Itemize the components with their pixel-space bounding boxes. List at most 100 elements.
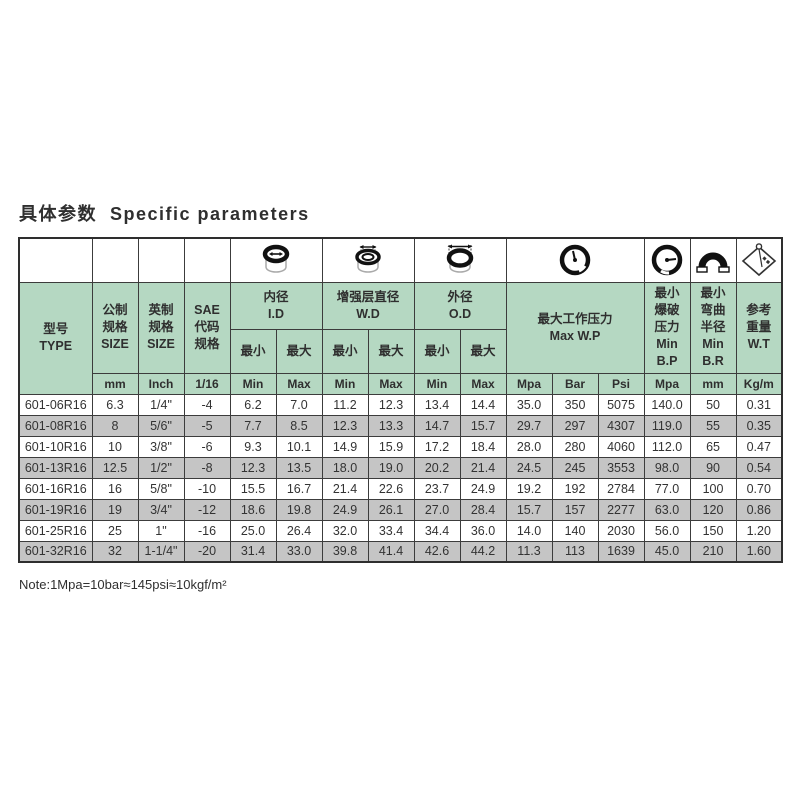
header-group-row: 型号 TYPE 公制 规格 SIZE 英制 规格 SIZE SAE 代码 规格 …	[18, 281, 783, 395]
value-cell: 1"	[137, 519, 185, 542]
value-cell: 10.1	[275, 435, 323, 458]
value-cell: 19.2	[505, 477, 553, 500]
header-min: 最小	[413, 328, 461, 374]
value-cell: 4060	[597, 435, 645, 458]
value-cell: 63.0	[643, 498, 691, 521]
unit-cell: mm	[91, 372, 139, 395]
value-cell: -12	[183, 498, 231, 521]
header-imperial-size: 英制 规格 SIZE	[137, 281, 185, 374]
header-reinforce-diameter: 增强层直径 W.D	[321, 281, 415, 330]
reinforce-diameter-icon	[355, 245, 381, 273]
value-cell: 56.0	[643, 519, 691, 542]
value-cell: 16	[91, 477, 139, 500]
burst-pressure-gauge-icon	[651, 245, 683, 276]
value-cell: 1-1/4"	[137, 540, 185, 563]
value-cell: 12.3	[367, 393, 415, 416]
value-cell: 1/2"	[137, 456, 185, 479]
value-cell: 140	[551, 519, 599, 542]
unit-cell: Max	[367, 372, 415, 395]
value-cell: 8.5	[275, 414, 323, 437]
value-cell: 28.4	[459, 498, 507, 521]
value-cell: 3553	[597, 456, 645, 479]
value-cell: 5075	[597, 393, 645, 416]
value-cell: 15.5	[229, 477, 277, 500]
value-cell: 7.0	[275, 393, 323, 416]
value-cell: 0.70	[735, 477, 783, 500]
header-metric-size: 公制 规格 SIZE	[91, 281, 139, 374]
value-cell: 2277	[597, 498, 645, 521]
value-cell: 13.3	[367, 414, 415, 437]
value-cell: 32.0	[321, 519, 369, 542]
value-cell: 33.0	[275, 540, 323, 563]
value-cell: 210	[689, 540, 737, 563]
value-cell: 1639	[597, 540, 645, 563]
value-cell: 120	[689, 498, 737, 521]
value-cell: 19.8	[275, 498, 323, 521]
value-cell: 14.4	[459, 393, 507, 416]
value-cell: 55	[689, 414, 737, 437]
value-cell: 0.54	[735, 456, 783, 479]
header-min-bend-radius: 最小 弯曲 半径 Min B.R	[689, 281, 737, 374]
value-cell: 350	[551, 393, 599, 416]
icon-cell-empty	[18, 237, 93, 283]
value-cell: 32	[91, 540, 139, 563]
value-cell: 0.35	[735, 414, 783, 437]
value-cell: 26.1	[367, 498, 415, 521]
value-cell: 17.2	[413, 435, 461, 458]
value-cell: 50	[689, 393, 737, 416]
value-cell: -20	[183, 540, 231, 563]
value-cell: 20.2	[413, 456, 461, 479]
type-cell: 601-06R16	[18, 393, 93, 416]
table-row: 601-08R16 8 5/6" -5 7.7 8.5 12.3 13.3 14.7 15.7 29…	[18, 414, 783, 437]
header-outer-diameter: 外径 O.D	[413, 281, 507, 330]
value-cell: 28.0	[505, 435, 553, 458]
value-cell: 2030	[597, 519, 645, 542]
value-cell: 1/4"	[137, 393, 185, 416]
value-cell: 12.3	[321, 414, 369, 437]
value-cell: 42.6	[413, 540, 461, 563]
value-cell: 44.2	[459, 540, 507, 563]
value-cell: 39.8	[321, 540, 369, 563]
icon-cell-empty	[183, 237, 231, 283]
value-cell: 3/8"	[137, 435, 185, 458]
icon-cell	[505, 237, 645, 283]
value-cell: 14.0	[505, 519, 553, 542]
value-cell: 98.0	[643, 456, 691, 479]
value-cell: 192	[551, 477, 599, 500]
value-cell: 26.4	[275, 519, 323, 542]
unit-cell: Psi	[597, 372, 645, 395]
unit-cell: mm	[689, 372, 737, 395]
value-cell: 5/8"	[137, 477, 185, 500]
value-cell: 18.6	[229, 498, 277, 521]
type-cell: 601-19R16	[18, 498, 93, 521]
header-max: 最大	[275, 328, 323, 374]
unit-cell: Kg/m	[735, 372, 783, 395]
value-cell: 119.0	[643, 414, 691, 437]
type-cell: 601-32R16	[18, 540, 93, 563]
type-cell: 601-08R16	[18, 414, 93, 437]
unit-cell: Max	[459, 372, 507, 395]
table-row: 601-32R16 32 1-1/4" -20 31.4 33.0 39.8 41.4 42.6…	[18, 540, 783, 563]
header-minmax-row: 最小 最大 最小 最大 最小 最大	[19, 328, 782, 374]
value-cell: 33.4	[367, 519, 415, 542]
value-cell: 113	[551, 540, 599, 563]
page-title: 具体参数 Specific parameters	[19, 204, 310, 224]
value-cell: 0.31	[735, 393, 783, 416]
value-cell: 31.4	[229, 540, 277, 563]
icon-cell-empty	[91, 237, 139, 283]
header-unit-row: mm Inch 1/16 Min Max Min Max Min Max Mpa…	[19, 372, 783, 395]
value-cell: 4307	[597, 414, 645, 437]
header-max-working-pressure: 最大工作压力 Max W.P	[505, 281, 645, 374]
type-cell: 601-16R16	[18, 477, 93, 500]
value-cell: 29.7	[505, 414, 553, 437]
unit-cell: Bar	[551, 372, 599, 395]
icon-cell-empty	[137, 237, 185, 283]
header-min-burst-pressure: 最小 爆破 压力 Min B.P	[643, 281, 691, 374]
header-sae-code: SAE 代码 规格	[183, 281, 231, 374]
value-cell: 11.3	[505, 540, 553, 563]
inner-diameter-icon	[262, 245, 290, 273]
type-cell: 601-25R16	[18, 519, 93, 542]
value-cell: 35.0	[505, 393, 553, 416]
value-cell: 18.0	[321, 456, 369, 479]
icon-cell	[321, 237, 415, 283]
